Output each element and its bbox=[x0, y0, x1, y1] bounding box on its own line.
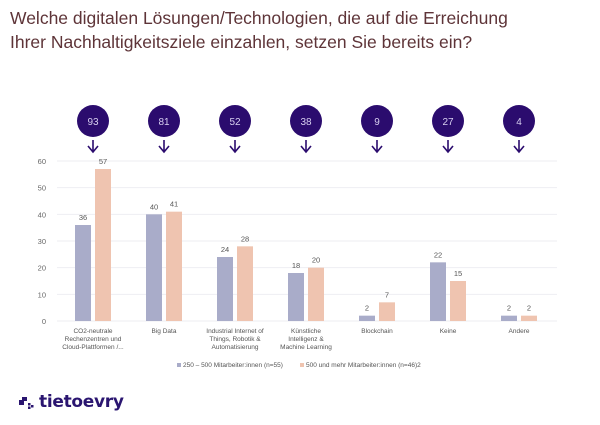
total-label: 4 bbox=[516, 117, 522, 128]
down-arrow-icon bbox=[229, 140, 241, 154]
down-arrow-icon bbox=[371, 140, 383, 154]
total-label: 52 bbox=[229, 117, 241, 128]
category-label: Keine bbox=[440, 328, 457, 335]
total-circle bbox=[219, 105, 251, 137]
data-label: 7 bbox=[385, 290, 389, 299]
y-tick-label: 60 bbox=[38, 157, 46, 166]
tietoevry-logo: tietoevry bbox=[18, 392, 124, 412]
data-label: 2 bbox=[365, 304, 369, 313]
y-tick-label: 40 bbox=[38, 210, 46, 219]
y-tick-label: 10 bbox=[38, 290, 46, 299]
data-label: 18 bbox=[292, 261, 300, 270]
y-tick-label: 0 bbox=[42, 317, 46, 326]
y-tick-label: 30 bbox=[38, 237, 46, 246]
data-label: 20 bbox=[312, 256, 320, 265]
down-arrow-icon bbox=[442, 140, 454, 154]
data-label: 57 bbox=[99, 157, 107, 166]
category-label: Rechenzentren und bbox=[65, 336, 122, 343]
data-label: 40 bbox=[150, 202, 158, 211]
legend-swatch bbox=[300, 363, 304, 367]
category-label: Andere bbox=[509, 328, 530, 335]
bar bbox=[166, 211, 182, 321]
total-label: 93 bbox=[87, 117, 99, 128]
total-label: 27 bbox=[442, 117, 454, 128]
bar bbox=[95, 169, 111, 321]
legend-label: 500 und mehr Mitarbeiter:innen (n=46)2 bbox=[306, 362, 421, 369]
bar bbox=[359, 315, 375, 321]
legend-swatch bbox=[177, 363, 181, 367]
title-line-2: Ihrer Nachhaltigkeitsziele einzahlen, se… bbox=[10, 32, 473, 52]
total-circle bbox=[77, 105, 109, 137]
category-label: Big Data bbox=[152, 328, 177, 335]
title-line-1: Welche digitalen Lösungen/Technologien, … bbox=[10, 8, 508, 28]
data-label: 2 bbox=[507, 304, 511, 313]
total-circle bbox=[290, 105, 322, 137]
total-label: 9 bbox=[374, 117, 380, 128]
bar bbox=[75, 225, 91, 321]
total-circle bbox=[148, 105, 180, 137]
logo-text: tietoevry bbox=[39, 392, 124, 412]
bar bbox=[308, 267, 324, 321]
down-arrow-icon bbox=[300, 140, 312, 154]
bar bbox=[217, 257, 233, 321]
category-label: Cloud-Plattformen /... bbox=[62, 344, 124, 351]
bar bbox=[379, 302, 395, 321]
data-label: 24 bbox=[221, 245, 229, 254]
bar bbox=[450, 281, 466, 321]
data-label: 22 bbox=[434, 250, 442, 259]
bar bbox=[430, 262, 446, 321]
bar bbox=[237, 246, 253, 321]
chart-title: Welche digitalen Lösungen/Technologien, … bbox=[10, 6, 595, 54]
data-label: 41 bbox=[170, 200, 178, 209]
bar bbox=[521, 315, 537, 321]
total-circle bbox=[503, 105, 535, 137]
category-label: Künstliche bbox=[291, 328, 321, 335]
bar bbox=[146, 214, 162, 321]
data-label: 2 bbox=[527, 304, 531, 313]
bar bbox=[501, 315, 517, 321]
category-label: Automatisierung bbox=[212, 344, 259, 351]
bar bbox=[288, 273, 304, 321]
total-circle bbox=[432, 105, 464, 137]
category-label: Machine Learning bbox=[280, 344, 332, 351]
category-label: Blockchain bbox=[361, 328, 393, 335]
category-label: CO2-neutrale bbox=[73, 328, 112, 335]
down-arrow-icon bbox=[513, 140, 525, 154]
data-label: 36 bbox=[79, 213, 87, 222]
y-tick-label: 20 bbox=[38, 264, 46, 273]
category-label: Things, Robotik & bbox=[209, 336, 261, 343]
data-label: 15 bbox=[454, 269, 462, 278]
category-label: Intelligenz & bbox=[288, 336, 324, 343]
total-circle bbox=[361, 105, 393, 137]
total-label: 81 bbox=[158, 117, 170, 128]
category-label: Industrial Internet of bbox=[206, 328, 264, 335]
down-arrow-icon bbox=[87, 140, 99, 154]
data-label: 28 bbox=[241, 234, 249, 243]
y-tick-label: 50 bbox=[38, 184, 46, 193]
logo-mark-icon bbox=[19, 397, 34, 409]
total-label: 38 bbox=[300, 117, 312, 128]
legend-label: 250 – 500 Mitarbeiter:innen (n=55) bbox=[183, 362, 283, 369]
down-arrow-icon bbox=[158, 140, 170, 154]
